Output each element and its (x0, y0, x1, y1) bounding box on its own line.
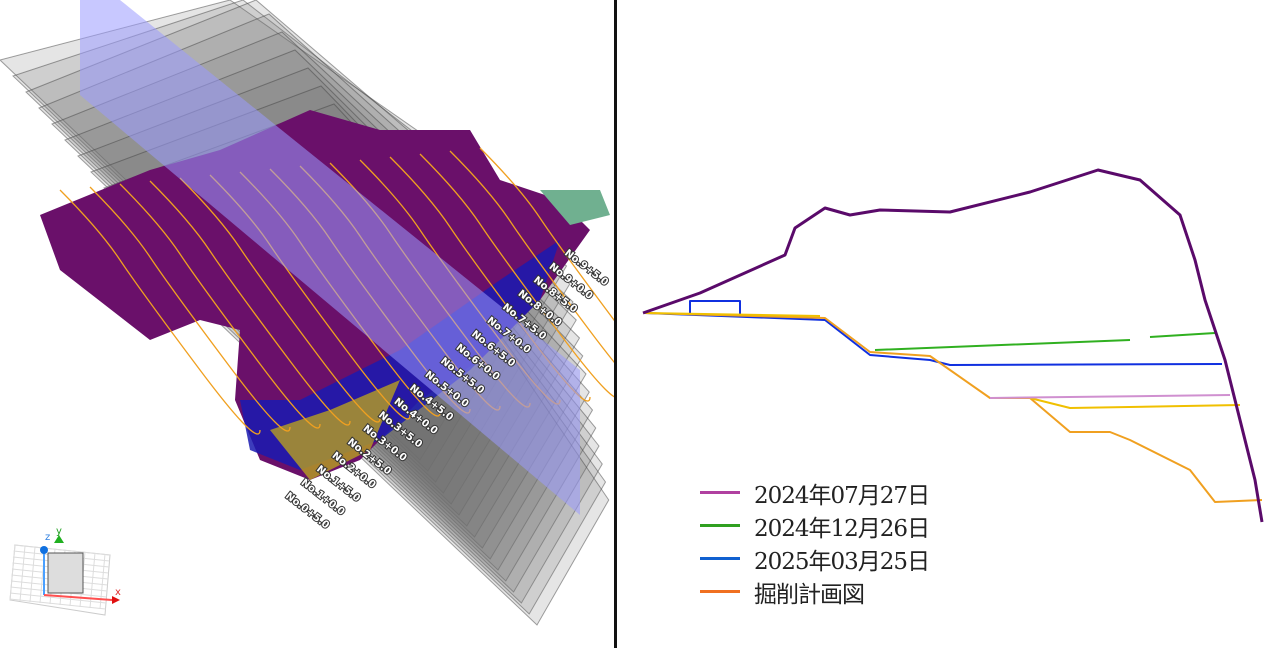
axis-gizmo[interactable]: x y z (0, 520, 140, 630)
legend-label: 2025年03月25日 (754, 548, 930, 575)
excavation-layer (270, 380, 400, 480)
terrain-mesh (40, 110, 590, 480)
section-plane (80, 0, 580, 515)
y-axis-label: y (56, 526, 62, 537)
contour-line (179, 177, 381, 423)
x-axis-handle-icon[interactable] (112, 596, 120, 604)
contour-line (479, 147, 614, 322)
legend-item: 2024年07月27日 (700, 476, 930, 509)
z-axis-handle-icon[interactable] (40, 546, 48, 554)
grid-line (9, 544, 16, 601)
legend-label: 2024年12月26日 (754, 515, 930, 542)
x-axis-label: x (115, 587, 121, 598)
grid-line (99, 553, 106, 610)
grid-line (19, 545, 26, 602)
point-cloud-view[interactable]: No.0+5.0No.1+0.0No.1+5.0No.2+0.0No.2+5.0… (0, 0, 614, 648)
grid-line (9, 598, 106, 610)
contour-line (419, 153, 614, 398)
grid-line (13, 544, 111, 556)
cube-icon (47, 552, 84, 594)
grid-line (9, 592, 107, 604)
contour-line (89, 186, 291, 432)
legend-item: 掘削計画図 (700, 575, 929, 608)
legend-swatch (700, 524, 740, 527)
legend-swatch (700, 491, 740, 494)
z-axis-label: z (45, 532, 50, 543)
panel-divider[interactable] (614, 0, 617, 648)
grid-line (29, 546, 36, 603)
legend-swatch (700, 557, 740, 560)
legend: 2024年07月27日 2024年12月26日 2025年03月25日 掘削計画… (700, 476, 930, 608)
legend-label: 掘削計画図 (754, 581, 865, 608)
contour-line (59, 189, 261, 435)
contour-line (119, 183, 321, 429)
vegetation (540, 190, 610, 225)
legend-item: 2025年03月25日 (700, 542, 930, 575)
y-axis-handle-icon[interactable] (54, 535, 64, 543)
grid-line (89, 552, 96, 609)
contour-line (449, 150, 614, 363)
contour-line (149, 180, 351, 426)
legend-swatch (700, 590, 740, 593)
legend-label: 2024年07月27日 (754, 482, 930, 509)
3d-viewport[interactable]: No.0+5.0 No.1+0.0 No.1+5.0 No.2+0.0 No.2+5.0… (0, 0, 614, 648)
legend-item: 2024年12月26日 (700, 509, 930, 542)
